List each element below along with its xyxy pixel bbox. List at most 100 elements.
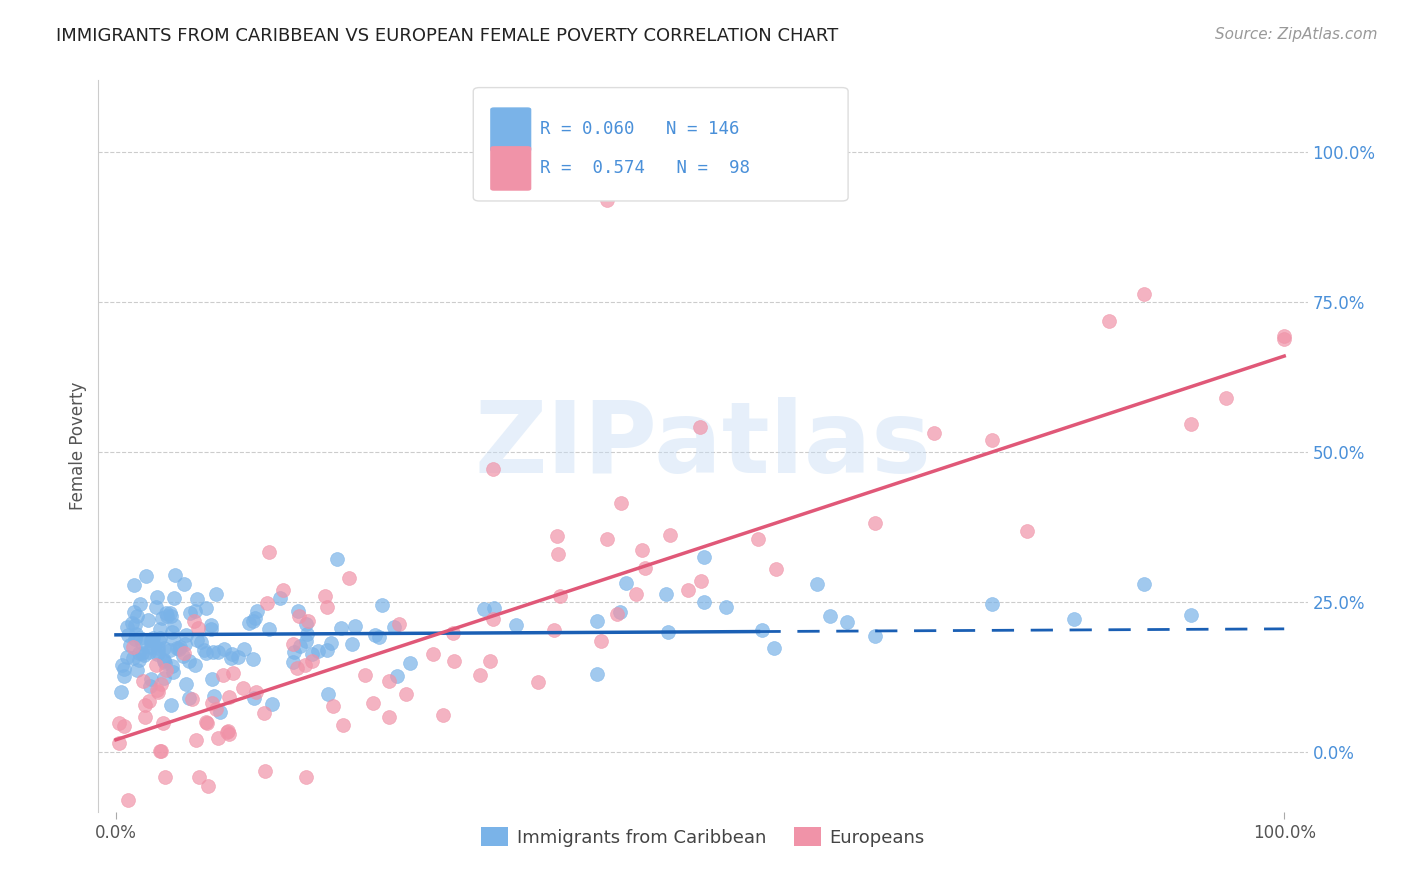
Point xyxy=(281,638,304,652)
Point xyxy=(481,462,503,476)
Point xyxy=(128,653,150,667)
Point xyxy=(163,591,186,605)
Point xyxy=(115,650,138,665)
Point xyxy=(149,677,172,691)
Point xyxy=(382,620,405,634)
Point xyxy=(138,645,160,659)
Point xyxy=(398,656,420,670)
Point xyxy=(218,727,240,741)
Point xyxy=(190,635,212,649)
Point xyxy=(371,598,394,612)
Point xyxy=(221,647,243,661)
Point xyxy=(177,690,200,705)
Point xyxy=(183,614,205,628)
Point xyxy=(150,611,173,625)
Point xyxy=(200,617,222,632)
Point xyxy=(1098,314,1121,328)
Point xyxy=(586,615,609,629)
Point xyxy=(167,641,190,656)
Point xyxy=(837,615,859,629)
Point xyxy=(922,426,945,441)
Point xyxy=(285,661,308,675)
Point xyxy=(136,613,159,627)
Point xyxy=(149,744,172,758)
Point xyxy=(165,568,187,582)
Text: Source: ZipAtlas.com: Source: ZipAtlas.com xyxy=(1215,27,1378,42)
Point xyxy=(131,646,153,660)
Point xyxy=(159,642,181,657)
Point xyxy=(245,685,267,699)
Point xyxy=(124,578,146,592)
Point xyxy=(245,611,267,625)
Point xyxy=(388,617,411,632)
Point xyxy=(117,793,139,807)
Point xyxy=(295,627,318,641)
Point xyxy=(595,193,617,207)
Point xyxy=(283,645,305,659)
Point xyxy=(246,604,269,618)
Point xyxy=(295,770,318,784)
Point xyxy=(202,690,225,704)
Point xyxy=(146,590,169,604)
Point xyxy=(443,654,465,668)
Point xyxy=(122,605,145,619)
Text: R = 0.060   N = 146: R = 0.060 N = 146 xyxy=(540,120,740,137)
Point xyxy=(184,733,207,747)
Point xyxy=(186,592,208,607)
Point xyxy=(155,770,177,784)
Point xyxy=(818,609,841,624)
Point xyxy=(1017,524,1039,539)
Point xyxy=(146,685,169,699)
Point xyxy=(172,649,194,664)
Point xyxy=(219,651,242,665)
Point xyxy=(332,718,354,732)
Point xyxy=(472,601,495,615)
Point xyxy=(174,637,197,651)
Point xyxy=(1133,287,1156,301)
Point xyxy=(295,617,318,632)
Point xyxy=(751,623,773,637)
Point xyxy=(117,628,139,642)
Point xyxy=(188,770,211,784)
Point xyxy=(1272,329,1295,343)
Point xyxy=(209,705,232,719)
Point xyxy=(187,621,209,635)
Point xyxy=(134,710,156,724)
Point xyxy=(112,719,135,733)
Point xyxy=(1180,417,1202,431)
Point xyxy=(378,710,401,724)
Point xyxy=(142,631,165,645)
Text: IMMIGRANTS FROM CARIBBEAN VS EUROPEAN FEMALE POVERTY CORRELATION CHART: IMMIGRANTS FROM CARIBBEAN VS EUROPEAN FE… xyxy=(56,27,838,45)
Point xyxy=(132,648,155,662)
Point xyxy=(527,674,550,689)
FancyBboxPatch shape xyxy=(491,146,531,191)
Point xyxy=(218,690,240,704)
Point xyxy=(146,640,169,655)
Point xyxy=(129,631,152,645)
Point xyxy=(233,642,256,657)
Point xyxy=(155,606,177,620)
Point xyxy=(253,764,276,778)
Point xyxy=(217,725,239,739)
Point xyxy=(207,645,229,659)
Point xyxy=(294,658,316,673)
Point xyxy=(173,576,195,591)
Point xyxy=(548,589,571,603)
Point xyxy=(153,656,176,670)
Point xyxy=(139,680,162,694)
Point xyxy=(301,648,323,662)
Point xyxy=(145,600,167,615)
Point xyxy=(138,694,160,708)
Point xyxy=(110,685,132,699)
Point xyxy=(117,619,139,633)
Point xyxy=(253,706,276,720)
Point xyxy=(197,715,219,730)
Point xyxy=(546,529,568,543)
Point xyxy=(242,614,264,628)
Point xyxy=(139,640,162,655)
Point xyxy=(326,552,349,566)
Point xyxy=(155,663,177,677)
Point xyxy=(314,589,336,603)
Point xyxy=(122,640,145,654)
Point xyxy=(378,674,401,689)
